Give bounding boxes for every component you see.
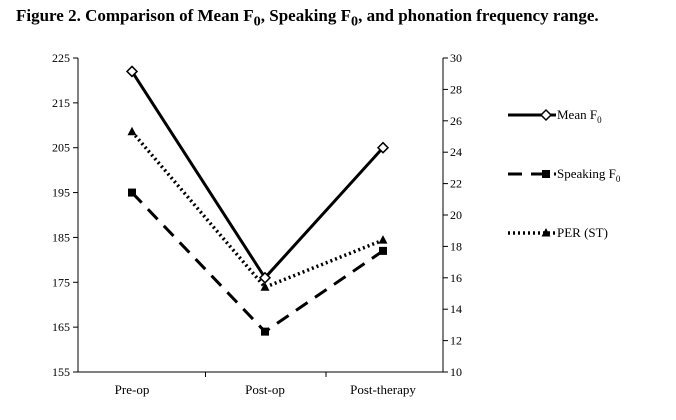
legend-label-1: Mean F0 [557,107,602,125]
series-2-point [128,188,136,197]
series-3-point [127,126,137,136]
figure-title-suffix: , and phonation frequency range. [358,6,599,25]
series-1-point [376,141,390,154]
right-axis-tick-label: 10 [450,365,462,379]
right-axis-tick-label: 18 [450,239,462,253]
left-axis-tick-label: 225 [52,51,70,65]
right-axis-tick-label: 20 [450,208,462,222]
figure-title-prefix: Figure 2. Comparison of Mean F [16,6,254,25]
figure-title: Figure 2. Comparison of Mean F0, Speakin… [16,6,599,30]
left-axis-tick-label: 175 [52,275,70,289]
figure-title-mid: , Speaking F [260,6,351,25]
right-axis-tick-label: 12 [450,334,462,348]
right-axis-tick-label: 16 [450,271,462,285]
legend-label-2: Speaking F0 [557,166,621,184]
right-axis-tick-label: 26 [450,114,462,128]
legend-marker-3 [541,228,551,237]
series-2-point [261,327,269,336]
right-axis-tick-label: 28 [450,82,462,96]
legend-label-subscript: 0 [616,174,621,184]
left-axis-tick-label: 165 [52,320,70,334]
right-axis-tick-label: 22 [450,177,462,191]
series-1-point [125,65,139,78]
series-line-2 [130,191,384,334]
legend-marker-1 [539,108,553,122]
series-2-point [379,246,387,255]
series-3-point [378,235,388,244]
series-line-1 [130,70,385,281]
legend-label-3: PER (ST) [557,225,608,240]
x-axis-tick-label: Post-therapy [350,382,416,397]
right-axis-tick-label: 14 [450,302,462,316]
left-axis-tick-label: 155 [52,365,70,379]
left-axis-tick-label: 195 [52,186,70,200]
figure-title-sub-1: 0 [253,13,261,30]
figure-title-sub-2: 0 [350,13,359,30]
x-axis-tick-label: Post-op [245,382,285,397]
legend-marker-2 [542,170,550,178]
right-axis-tick-label: 24 [450,145,462,159]
x-axis-tick-label: Pre-op [115,382,150,397]
right-axis-tick-label: 30 [450,51,462,65]
left-axis-tick-label: 185 [52,230,70,244]
series-3-point [260,282,270,291]
left-axis-tick-label: 205 [52,141,70,155]
legend-label-subscript: 0 [597,115,602,125]
left-axis-tick-label: 215 [52,96,70,110]
